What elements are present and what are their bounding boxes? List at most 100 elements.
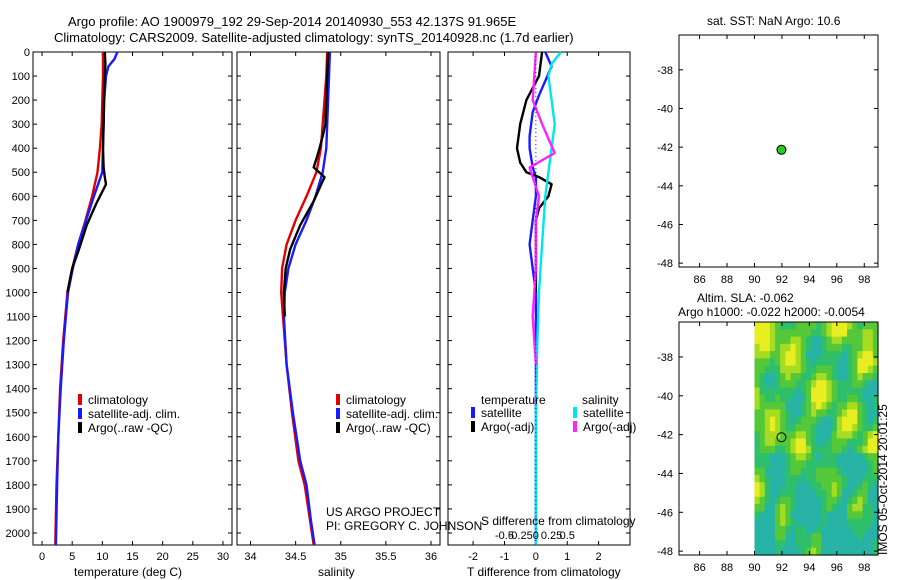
sla-cell bbox=[785, 482, 792, 491]
sla-cell bbox=[759, 474, 766, 483]
sla-cell bbox=[780, 467, 786, 476]
sla-cell bbox=[831, 387, 838, 396]
sla-cell bbox=[780, 322, 786, 330]
sla-cell bbox=[836, 511, 843, 520]
sla-cell bbox=[867, 445, 874, 454]
sla-cell bbox=[775, 525, 781, 534]
lon-tick-label: 88 bbox=[721, 274, 733, 286]
sla-cell bbox=[842, 351, 848, 359]
sla-cell bbox=[852, 380, 858, 389]
sla-cell bbox=[826, 474, 833, 483]
sla-cell bbox=[769, 489, 776, 498]
sla-cell bbox=[759, 336, 766, 345]
sla-cell bbox=[821, 547, 828, 556]
sla-cell bbox=[852, 373, 858, 381]
sla-cell bbox=[836, 460, 843, 469]
sla-cell bbox=[775, 402, 781, 410]
sla-cell bbox=[805, 511, 812, 520]
sla-cell bbox=[790, 329, 797, 338]
sla-cell bbox=[857, 329, 864, 338]
lat-tick-label: -42 bbox=[657, 142, 673, 154]
sla-cell bbox=[847, 504, 853, 512]
depth-tick-label: 2000 bbox=[6, 528, 30, 540]
sla-cell bbox=[790, 547, 797, 556]
sal-legend-argo: Argo(..raw -QC) bbox=[336, 421, 431, 435]
sla-cell bbox=[867, 547, 874, 556]
imos-timestamp: IMOS 05-Oct-2014 20:01:25 bbox=[876, 404, 890, 555]
sla-cell bbox=[805, 525, 812, 534]
sla-cell bbox=[775, 431, 781, 440]
sla-cell bbox=[775, 540, 781, 549]
sla-cell bbox=[780, 460, 786, 469]
sla-cell bbox=[811, 343, 817, 352]
sla-cell bbox=[862, 409, 869, 418]
sla-cell bbox=[867, 380, 874, 389]
sla-cell bbox=[790, 504, 797, 512]
lat-tick-label: -38 bbox=[657, 352, 673, 364]
sla-cell bbox=[769, 416, 776, 425]
s-diff-tick-label: 0.5 bbox=[560, 530, 575, 542]
sla-cell bbox=[857, 467, 864, 476]
sla-cell bbox=[836, 489, 843, 498]
sla-cell bbox=[872, 467, 879, 476]
sla-cell bbox=[805, 489, 812, 498]
sla-cell bbox=[847, 394, 853, 403]
sla-cell bbox=[862, 496, 869, 505]
sla-cell bbox=[785, 453, 792, 461]
project-pi: PI: GREGORY C. JOHNSON bbox=[326, 519, 483, 533]
sla-cell bbox=[867, 489, 874, 498]
sla-cell bbox=[795, 445, 802, 454]
sla-cell bbox=[790, 482, 797, 491]
sla-cell bbox=[842, 482, 848, 491]
sla-cell bbox=[836, 474, 843, 483]
sla-cell bbox=[847, 431, 853, 440]
x-tick-label: 34 bbox=[244, 551, 256, 563]
sla-cell bbox=[816, 336, 822, 345]
sla-cell bbox=[795, 482, 802, 491]
sla-cell bbox=[852, 329, 858, 338]
sla-cell bbox=[775, 482, 781, 491]
sla-cell bbox=[805, 358, 812, 367]
sla-cell bbox=[857, 453, 864, 461]
sla-cell bbox=[816, 474, 822, 483]
sla-cell bbox=[805, 438, 812, 447]
sla-cell bbox=[847, 467, 853, 476]
sla-cell bbox=[805, 402, 812, 410]
sla-cell bbox=[754, 351, 761, 359]
sla-cell bbox=[764, 336, 771, 345]
sla-cell bbox=[811, 336, 817, 345]
sla-cell bbox=[862, 518, 869, 527]
sla-cell bbox=[821, 474, 828, 483]
sla-cell bbox=[867, 351, 874, 359]
sla-cell bbox=[852, 423, 858, 432]
sla-cell bbox=[821, 467, 828, 476]
sla-cell bbox=[867, 402, 874, 410]
sla-cell bbox=[754, 416, 761, 425]
salinity-panel: 34 34.5 35 35.5 36 bbox=[236, 51, 441, 563]
sla-cell bbox=[842, 423, 848, 432]
lon-tick-label: 90 bbox=[748, 274, 760, 286]
sla-cell bbox=[795, 518, 802, 527]
sla-cell bbox=[759, 533, 766, 542]
sla-cell bbox=[764, 402, 771, 410]
sla-cell bbox=[862, 482, 869, 491]
sla-cell bbox=[857, 445, 864, 454]
sla-cell bbox=[816, 445, 822, 454]
sla-title: Altim. SLA: -0.062 bbox=[697, 291, 794, 305]
sla-cell bbox=[842, 322, 848, 330]
argo-location-marker bbox=[776, 144, 787, 155]
depth-tick-label: 1200 bbox=[6, 336, 30, 348]
sla-cell bbox=[811, 533, 817, 542]
sla-cell bbox=[816, 431, 822, 440]
sla-cell bbox=[816, 540, 822, 549]
sla-cell bbox=[759, 467, 766, 476]
profile-title: Argo profile: AO 1900979_192 29-Sep-2014… bbox=[68, 14, 517, 29]
sla-cell bbox=[862, 387, 869, 396]
sla-cell bbox=[811, 416, 817, 425]
sla-cell bbox=[795, 511, 802, 520]
x-tick-label: 35 bbox=[335, 551, 347, 563]
sla-cell bbox=[847, 365, 853, 374]
sla-cell bbox=[816, 547, 822, 556]
sla-cell bbox=[842, 431, 848, 440]
sla-cell bbox=[780, 358, 786, 367]
